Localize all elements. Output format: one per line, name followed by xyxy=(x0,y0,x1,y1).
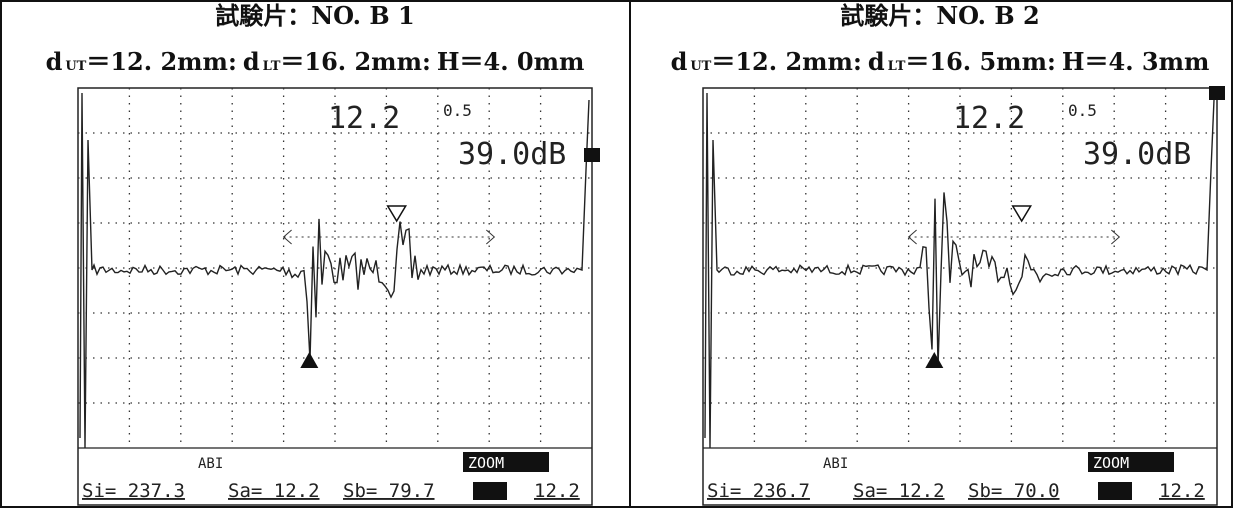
outer-frame xyxy=(1,1,1232,507)
zoom-label: ZOOM xyxy=(1093,454,1129,472)
panel-title: 試験片：NO. B 2 xyxy=(840,1,1040,30)
echo-marker-filled xyxy=(300,352,318,368)
param-symbol: d xyxy=(46,47,63,76)
status-icons: ABI xyxy=(823,456,848,472)
gain-readout: 39.0dB xyxy=(1083,137,1191,172)
zoom-label: ZOOM xyxy=(468,454,504,472)
panel-title: 試験片：NO. B 1 xyxy=(215,1,415,30)
cursor-block xyxy=(1209,86,1225,100)
page: 試験片：NO. B 1dUT＝12. 2mm:dLT＝16. 2mm:H＝4. … xyxy=(0,0,1233,508)
readout-value: 12.2 xyxy=(1159,480,1205,502)
param-subscript: LT xyxy=(888,59,906,74)
cursor-block xyxy=(584,148,600,162)
depth-readout: 12.2 xyxy=(328,101,400,136)
readout-value: Sa= 12.2 xyxy=(853,480,945,502)
sa-icon xyxy=(473,482,507,500)
echo-marker-filled xyxy=(925,352,943,368)
param-text: ＝16. 2mm: xyxy=(280,47,430,76)
gain-step: 0.5 xyxy=(1068,101,1097,120)
gain-readout: 39.0dB xyxy=(458,137,566,172)
param-text: H＝4. 0mm xyxy=(437,47,585,76)
param-subscript: LT xyxy=(263,59,281,74)
readout-value: Si= 236.7 xyxy=(707,480,810,502)
readout-value: Sa= 12.2 xyxy=(228,480,320,502)
param-text: ＝12. 2mm: xyxy=(86,47,236,76)
status-icons: ABI xyxy=(198,456,223,472)
param-text: ＝16. 5mm: xyxy=(905,47,1055,76)
param-text: H＝4. 3mm xyxy=(1062,47,1210,76)
gain-step: 0.5 xyxy=(443,101,472,120)
echo-marker-open xyxy=(388,206,406,221)
readout-value: Sb= 70.0 xyxy=(968,480,1060,502)
param-symbol: d xyxy=(243,47,260,76)
param-subscript: UT xyxy=(690,59,711,74)
param-text: ＝12. 2mm: xyxy=(711,47,861,76)
sa-icon xyxy=(1098,482,1132,500)
readout-value: Sb= 79.7 xyxy=(343,480,435,502)
echo-marker-open xyxy=(1013,206,1031,221)
readout-value: 12.2 xyxy=(534,480,580,502)
param-subscript: UT xyxy=(65,59,86,74)
depth-readout: 12.2 xyxy=(953,101,1025,136)
param-symbol: d xyxy=(671,47,688,76)
readout-value: Si= 237.3 xyxy=(82,480,185,502)
param-symbol: d xyxy=(868,47,885,76)
